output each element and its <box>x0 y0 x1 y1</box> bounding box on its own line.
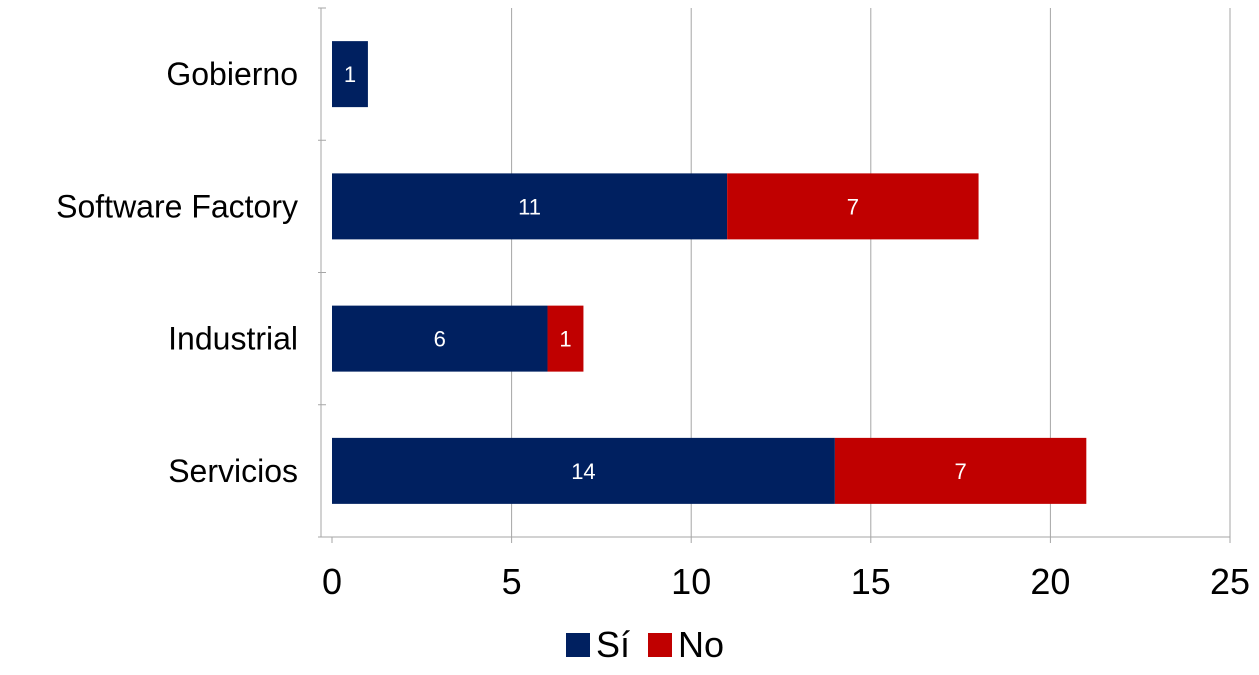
category-label: Industrial <box>168 321 298 357</box>
bar-si <box>332 173 728 240</box>
data-label: 14 <box>571 459 595 484</box>
bar-si <box>332 305 548 372</box>
data-label: 11 <box>518 194 541 219</box>
bar-no <box>834 437 1087 504</box>
bar-si <box>332 437 835 504</box>
x-tick-label: 10 <box>671 561 711 602</box>
category-label: Software Factory <box>56 188 298 224</box>
bar-si <box>332 41 368 108</box>
bar-no <box>547 305 584 372</box>
x-tick-label: 0 <box>322 561 342 602</box>
legend-swatch-no <box>648 633 672 657</box>
x-tick-label: 20 <box>1030 561 1070 602</box>
data-label: 7 <box>954 459 966 484</box>
legend-label: No <box>678 624 724 665</box>
x-tick-label: 15 <box>851 561 891 602</box>
data-label: 1 <box>344 62 356 87</box>
category-label: Servicios <box>168 453 298 489</box>
data-label: 6 <box>434 327 446 352</box>
legend-swatch-si <box>566 633 590 657</box>
data-label: 1 <box>559 327 571 352</box>
x-tick-label: 5 <box>502 561 522 602</box>
data-label: 7 <box>847 194 859 219</box>
bar-no <box>727 173 979 240</box>
category-label: Gobierno <box>166 56 298 92</box>
x-tick-label: 25 <box>1210 561 1250 602</box>
legend-label: Sí <box>596 624 630 665</box>
